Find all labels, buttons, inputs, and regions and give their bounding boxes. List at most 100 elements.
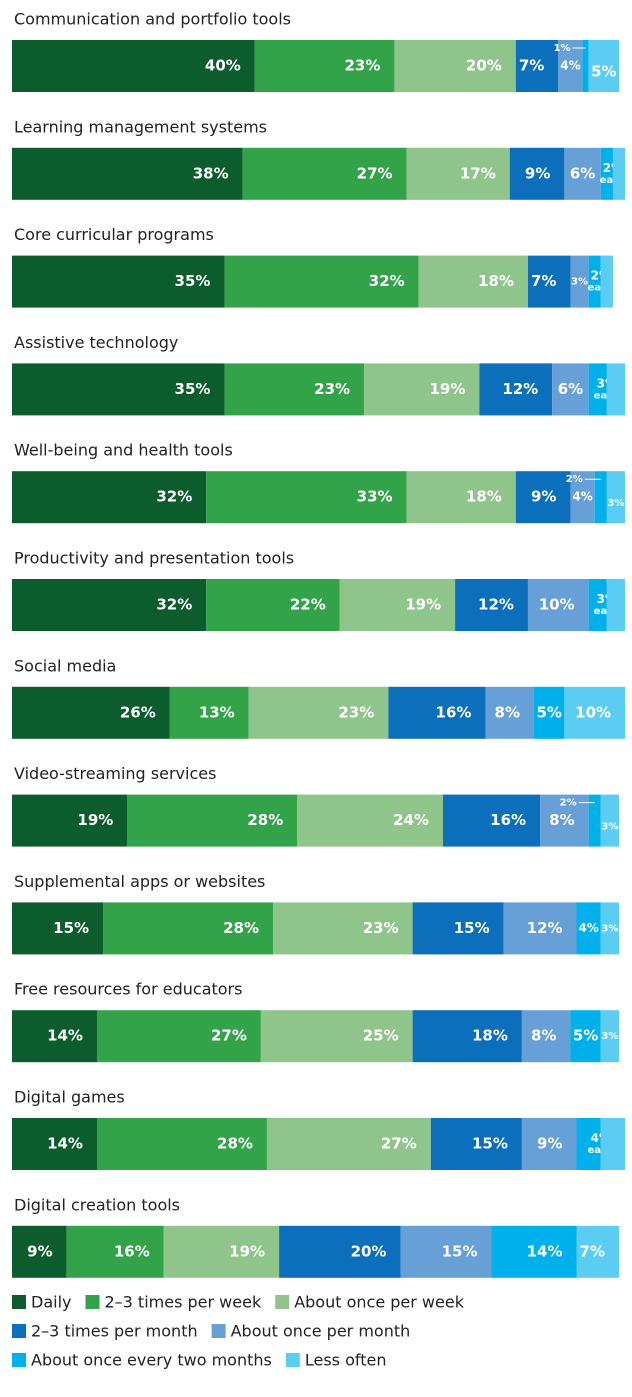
bar-segment <box>394 40 516 92</box>
bar-segment <box>127 794 298 847</box>
value-label: 8% <box>531 1027 556 1045</box>
bar-segment <box>540 794 589 847</box>
legend-label: 2–3 times per month <box>31 1322 198 1341</box>
value-label: 2% <box>566 474 583 485</box>
legend-swatch <box>12 1324 26 1338</box>
bar-segment <box>12 1010 97 1063</box>
bar-segment <box>388 686 486 739</box>
value-label: 20% <box>466 57 502 75</box>
bar-segment <box>600 794 619 847</box>
bar-segment <box>442 794 541 847</box>
category-label: Communication and portfolio tools <box>14 10 291 29</box>
value-label: 9% <box>27 1242 52 1260</box>
value-label: 32% <box>156 488 192 506</box>
value-label: 8% <box>495 703 520 721</box>
bar-segment <box>485 686 535 739</box>
bar-segment <box>66 1225 164 1278</box>
bar-segment <box>12 686 170 739</box>
value-label: 14% <box>47 1135 83 1153</box>
value-label: 7% <box>580 1242 605 1260</box>
bar-segment <box>491 1225 577 1278</box>
bar-segment <box>570 255 589 308</box>
value-label: 15% <box>454 919 490 937</box>
value-label: 35% <box>175 380 211 398</box>
value-label: 16% <box>114 1242 150 1260</box>
value-label: 33% <box>357 488 393 506</box>
bar-segment <box>515 471 571 524</box>
bar-segment <box>600 1118 626 1170</box>
legend-swatch <box>12 1295 26 1309</box>
value-label: 3% <box>571 277 588 288</box>
value-label: 4% <box>572 490 592 504</box>
value-label: 2% <box>560 798 577 809</box>
bar-segment <box>279 1225 401 1278</box>
bar-segment <box>521 1010 571 1063</box>
bar-segment <box>224 363 365 416</box>
value-label: 9% <box>525 164 550 182</box>
value-label: 27% <box>357 164 393 182</box>
value-label: 23% <box>345 57 381 75</box>
value-label: 15% <box>442 1242 478 1260</box>
category-label: Supplemental apps or websites <box>14 872 265 891</box>
bar-segment <box>12 255 225 308</box>
legend-label: About once per month <box>231 1322 411 1341</box>
category-label: Well-being and health tools <box>14 441 233 460</box>
bar-segment <box>12 902 104 955</box>
bar-segment <box>527 579 589 631</box>
bar-segment <box>570 471 595 524</box>
value-label: 19% <box>77 811 113 829</box>
value-label: 4% <box>560 59 580 73</box>
bar-segment <box>430 1118 522 1170</box>
bar-segment <box>273 902 413 955</box>
bar-segment <box>509 147 565 200</box>
bar-segment <box>588 579 607 631</box>
bar-segment <box>400 1225 492 1278</box>
value-label: 32% <box>369 272 405 290</box>
bar-segment <box>96 1118 267 1170</box>
value-label: 1% <box>554 43 571 54</box>
value-label: 13% <box>199 703 235 721</box>
bar-segment <box>224 255 419 308</box>
bar-segment <box>364 363 480 416</box>
value-label: 8% <box>549 811 574 829</box>
bar-segment <box>479 363 553 416</box>
legend-label: 2–3 times per week <box>104 1293 261 1312</box>
value-label: 3% <box>601 822 618 833</box>
category-label: Productivity and presentation tools <box>14 549 294 568</box>
value-label: 5% <box>573 1027 598 1045</box>
value-label: 14% <box>527 1242 563 1260</box>
bar-segment <box>12 147 243 200</box>
bar-segment <box>412 902 504 955</box>
category-label: Learning management systems <box>14 117 267 136</box>
bar-segment <box>576 1118 601 1170</box>
bar-segment <box>418 255 528 308</box>
bar-segment <box>12 579 207 631</box>
bar-segment <box>297 794 443 847</box>
legend-label: About once every two months <box>31 1351 272 1370</box>
bar-segment <box>564 686 626 739</box>
value-label: 7% <box>531 272 556 290</box>
value-label: 3% <box>601 1031 618 1042</box>
value-label: 5% <box>536 703 561 721</box>
bar-segment <box>588 363 607 416</box>
bar-segment <box>606 579 626 631</box>
value-label: 18% <box>466 488 502 506</box>
bar-segment <box>576 902 601 955</box>
legend-label: Less often <box>305 1351 387 1370</box>
bar-segment <box>606 363 626 416</box>
value-label: 18% <box>478 272 514 290</box>
legend-label: About once per week <box>294 1293 464 1312</box>
bar-segment <box>588 255 601 308</box>
value-label: 18% <box>472 1027 508 1045</box>
value-label: 28% <box>247 811 283 829</box>
value-label: 6% <box>570 164 595 182</box>
value-label: 9% <box>531 488 556 506</box>
bar-segment <box>412 1010 522 1063</box>
bar-segment <box>406 471 516 524</box>
value-label: 19% <box>405 596 441 614</box>
value-label: 3% <box>601 923 618 934</box>
value-label: 38% <box>193 164 229 182</box>
bar-segment <box>582 40 589 92</box>
value-label: 27% <box>211 1027 247 1045</box>
value-label: 28% <box>217 1135 253 1153</box>
